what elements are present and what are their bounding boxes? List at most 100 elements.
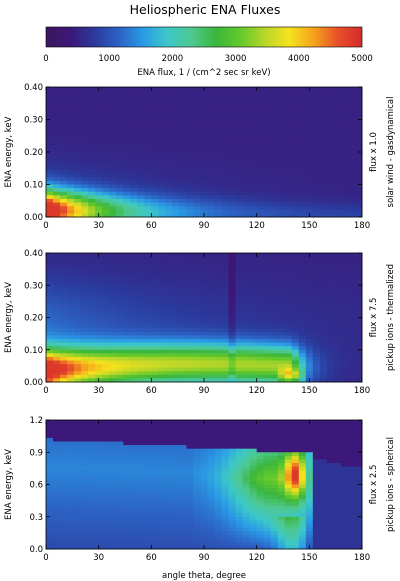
heatmap-cell: [347, 498, 356, 503]
heatmap-cell: [74, 527, 82, 532]
heatmap-cell: [249, 423, 258, 428]
heatmap-cell: [333, 213, 342, 218]
heatmap-cell: [270, 285, 279, 290]
heatmap-cell: [102, 321, 110, 326]
heatmap-cell: [46, 427, 54, 432]
heatmap-cell: [165, 119, 173, 124]
heatmap-cell: [46, 130, 54, 135]
heatmap-cell: [242, 374, 251, 379]
heatmap-cell: [172, 509, 180, 514]
heatmap-cell: [95, 495, 103, 500]
heatmap-cell: [60, 491, 68, 496]
heatmap-cell: [172, 527, 180, 532]
heatmap-cell: [53, 310, 61, 315]
heatmap-cell: [319, 509, 328, 514]
heatmap-cell: [277, 313, 286, 318]
heatmap-cell: [263, 509, 272, 514]
heatmap-cell: [123, 166, 131, 171]
heatmap-cell: [144, 430, 152, 435]
heatmap-cell: [291, 473, 300, 478]
heatmap-cell: [228, 170, 236, 175]
heatmap-cell: [214, 484, 222, 489]
heatmap-cell: [102, 209, 110, 214]
heatmap-cell: [60, 101, 68, 106]
heatmap-cell: [46, 520, 54, 525]
heatmap-cell: [263, 267, 272, 272]
heatmap-cell: [102, 180, 110, 185]
heatmap-cell: [95, 520, 103, 525]
heatmap-cell: [123, 188, 131, 193]
heatmap-cell: [81, 87, 89, 92]
heatmap-cell: [270, 108, 279, 113]
heatmap-cell: [221, 538, 229, 543]
heatmap-cell: [144, 130, 152, 135]
heatmap-cell: [200, 339, 208, 343]
heatmap-cell: [263, 349, 272, 354]
heatmap-cell: [340, 198, 349, 203]
heatmap-cell: [74, 173, 82, 178]
heatmap-cell: [214, 256, 222, 261]
heatmap-cell: [354, 288, 363, 293]
heatmap-cell: [74, 170, 82, 175]
heatmap-cell: [102, 123, 110, 128]
heatmap-cell: [305, 491, 314, 496]
heatmap-cell: [347, 480, 356, 485]
heatmap-cell: [214, 115, 222, 120]
heatmap-cell: [179, 477, 187, 482]
heatmap-cell: [256, 144, 265, 149]
heatmap-cell: [235, 495, 244, 500]
heatmap-cell: [137, 130, 145, 135]
heatmap-cell: [284, 531, 293, 536]
heatmap-cell: [95, 288, 103, 293]
y-tick-label: 0.20: [24, 314, 43, 324]
heatmap-cell: [228, 534, 236, 539]
heatmap-cell: [291, 278, 300, 283]
heatmap-cell: [158, 285, 166, 290]
heatmap-cell: [109, 516, 117, 521]
heatmap-cell: [228, 137, 236, 142]
heatmap-cell: [172, 423, 180, 428]
heatmap-cell: [130, 423, 138, 428]
heatmap-cell: [74, 270, 82, 275]
heatmap-cell: [333, 292, 342, 297]
heatmap-cell: [116, 206, 124, 211]
heatmap-cell: [95, 281, 103, 286]
heatmap-cell: [326, 267, 335, 272]
heatmap-cell: [74, 466, 82, 471]
heatmap-cell: [207, 420, 215, 424]
heatmap-cell: [207, 534, 215, 539]
heatmap-cell: [53, 184, 61, 189]
heatmap-cell: [284, 141, 293, 146]
heatmap-cell: [256, 278, 265, 283]
heatmap-cell: [235, 448, 244, 453]
heatmap-cell: [46, 339, 54, 343]
heatmap-cell: [333, 126, 342, 131]
heatmap-cell: [165, 473, 173, 478]
heatmap-cell: [200, 448, 208, 453]
heatmap-cell: [207, 267, 215, 272]
heatmap-cell: [347, 119, 356, 124]
heatmap-cell: [116, 371, 124, 376]
heatmap-cell: [158, 191, 166, 196]
heatmap-cell: [130, 331, 138, 336]
heatmap-cell: [298, 133, 307, 138]
heatmap-cell: [319, 105, 328, 110]
heatmap-cell: [277, 292, 286, 297]
heatmap-cell: [235, 198, 244, 203]
heatmap-cell: [81, 434, 89, 439]
heatmap-cell: [200, 459, 208, 464]
heatmap-cell: [228, 356, 236, 361]
heatmap-cell: [249, 195, 258, 200]
heatmap-cell: [179, 527, 187, 532]
heatmap-cell: [53, 195, 61, 200]
heatmap-cell: [158, 463, 166, 467]
heatmap-cell: [214, 105, 222, 110]
heatmap-cell: [53, 299, 61, 304]
heatmap-cell: [270, 502, 279, 507]
heatmap-cell: [200, 191, 208, 196]
heatmap-cell: [277, 184, 286, 189]
heatmap-cell: [158, 206, 166, 211]
heatmap-cell: [158, 159, 166, 164]
heatmap-cell: [109, 133, 117, 138]
heatmap-cell: [221, 342, 229, 347]
